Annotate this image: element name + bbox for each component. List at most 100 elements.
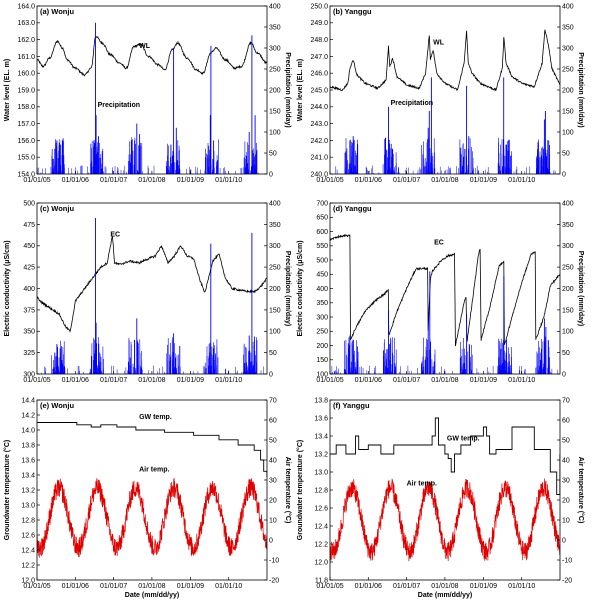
y-tick-label: 14.2 [21, 412, 35, 419]
annotation-label: GW temp. [447, 436, 480, 443]
y2-tick-label: 100 [269, 329, 281, 336]
y-tick-label: 12.0 [314, 559, 328, 566]
panel-title: (a) Wonju [40, 7, 74, 16]
y-axis-label: Groundwater temperature (°C) [3, 440, 11, 540]
y-tick-label: 14.0 [21, 427, 35, 434]
panel-title: (c) Wonju [40, 204, 74, 213]
y2-tick-label: 150 [562, 108, 574, 115]
y-tick-label: 246.0 [310, 71, 328, 78]
y2-axis-label: Air temperature (°C) [577, 457, 585, 524]
y2-tick-label: 200 [562, 87, 574, 94]
y2-tick-label: 50 [562, 150, 570, 157]
y-tick-label: 600 [316, 229, 328, 236]
y2-tick-label: 150 [562, 307, 574, 314]
annotation-label: WL [433, 40, 445, 47]
y2-tick-label: 300 [562, 45, 574, 52]
x-tick-label: 01/01/08 [138, 377, 165, 384]
y2-tick-label: 400 [562, 3, 574, 10]
y-tick-label: 11.8 [315, 577, 328, 584]
y-tick-label: 157.0 [17, 121, 35, 128]
x-tick-label: 01/01/10 [215, 583, 242, 590]
y-tick-label: 12.4 [314, 523, 328, 530]
panel-e: 12.0 12.2 12.4 12.6 12.8 13.0 13.2 13.4 13.6 13.8… [3, 397, 292, 599]
y-tick-label: 700 [316, 200, 328, 207]
y-tick-label: 450 [316, 272, 328, 279]
panel-b: 240.0 241.0 242.0 243.0 244.0 245.0 246.0 247.0… [297, 3, 584, 184]
x-tick-label: 01/01/09 [177, 177, 204, 184]
y-tick-label: 244.0 [310, 104, 328, 111]
annotation-label: Precipitation [98, 102, 140, 109]
y-tick-label: 12.8 [21, 517, 35, 524]
y2-tick-label: 50 [269, 350, 277, 357]
x-tick-label: 01/01/06 [62, 583, 89, 590]
y2-axis-label: Precipitation (mm/day) [284, 251, 291, 326]
y2-tick-label: 20 [269, 497, 277, 504]
y2-tick-label: 350 [562, 222, 574, 229]
y2-axis-label: Precipitation (mm/day) [577, 52, 584, 127]
y-tick-label: 13.0 [21, 502, 35, 509]
y2-tick-label: 40 [269, 457, 277, 464]
y2-axis-label: Precipitation (mm/day) [577, 251, 584, 326]
y-tick-label: 12.2 [21, 562, 35, 569]
y-axis-label: Water level (EL. m) [297, 59, 304, 121]
x-tick-label: 01/01/06 [355, 377, 382, 384]
y-tick-label: 13.2 [314, 451, 328, 458]
x-tick-label: 01/01/05 [316, 583, 343, 590]
y2-axis-label: Precipitation (mm/day) [284, 52, 291, 127]
y-tick-label: 375 [23, 307, 35, 314]
y2-tick-label: 70 [562, 397, 570, 404]
y-tick-label: 300 [316, 314, 328, 321]
x-tick-label: 01/01/08 [138, 177, 165, 184]
y-tick-label: 13.8 [314, 397, 328, 404]
plot-frame [36, 5, 268, 175]
y-tick-label: 163.0 [17, 20, 35, 27]
panel-c: 300 325 350 375 400 425 450 475 500 0 50 100 150 200 2… [4, 200, 291, 384]
y-tick-label: 242.0 [310, 138, 328, 145]
panel-title: (e) Wonju [40, 401, 74, 410]
y-tick-label: 154.0 [17, 171, 35, 178]
gw-temp-line [330, 417, 560, 495]
y2-tick-label: 50 [562, 350, 570, 357]
y-tick-label: 13.6 [314, 415, 328, 422]
x-tick-label: 01/01/09 [470, 177, 497, 184]
y2-tick-label: 200 [269, 286, 281, 293]
y2-tick-label: 0 [562, 371, 566, 378]
y-tick-label: 350 [23, 329, 35, 336]
y-tick-label: 400 [316, 286, 328, 293]
y-tick-label: 500 [23, 200, 35, 207]
panel-a: 154.0 155.0 156.0 157.0 158.0 159.0 160.0 161.0… [4, 3, 291, 184]
ec-line [37, 236, 267, 333]
annotation-label: WL [139, 43, 151, 50]
plot-area-c [37, 218, 267, 374]
x-tick-label: 01/01/10 [508, 377, 535, 384]
y-axis-label: Electric conductivity (μS/cm) [4, 240, 11, 336]
y2-tick-label: 30 [562, 477, 570, 484]
x-tick-label: 01/01/06 [355, 177, 382, 184]
y-tick-label: 159.0 [17, 87, 35, 94]
y-tick-label: 250.0 [310, 3, 328, 10]
y2-tick-label: 350 [269, 222, 281, 229]
y2-tick-label: 40 [562, 457, 570, 464]
y-tick-label: 12.2 [314, 541, 328, 548]
plot-frame [329, 5, 561, 175]
x-axis-label: Date (mm/dd/yy) [418, 592, 472, 599]
y-tick-label: 240.0 [310, 171, 328, 178]
y2-tick-label: 20 [562, 497, 570, 504]
y2-tick-label: 200 [562, 286, 574, 293]
x-tick-label: 01/01/08 [138, 583, 165, 590]
y2-tick-label: 60 [562, 417, 570, 424]
y-tick-label: 162.0 [17, 37, 35, 44]
y2-tick-label: 100 [562, 329, 574, 336]
y2-tick-label: 50 [562, 437, 570, 444]
x-tick-label: 01/01/05 [316, 177, 343, 184]
y2-axis-label: Air temperature (°C) [284, 457, 292, 524]
ec-line [330, 233, 560, 347]
y2-tick-label: 250 [269, 66, 281, 73]
y2-tick-label: 70 [269, 397, 277, 404]
y2-tick-label: 350 [562, 24, 574, 31]
y-tick-label: 325 [23, 350, 35, 357]
x-tick-label: 01/01/06 [355, 583, 382, 590]
y-tick-label: 12.8 [314, 487, 328, 494]
plot-area-e [37, 422, 267, 558]
x-tick-label: 01/01/06 [62, 377, 89, 384]
